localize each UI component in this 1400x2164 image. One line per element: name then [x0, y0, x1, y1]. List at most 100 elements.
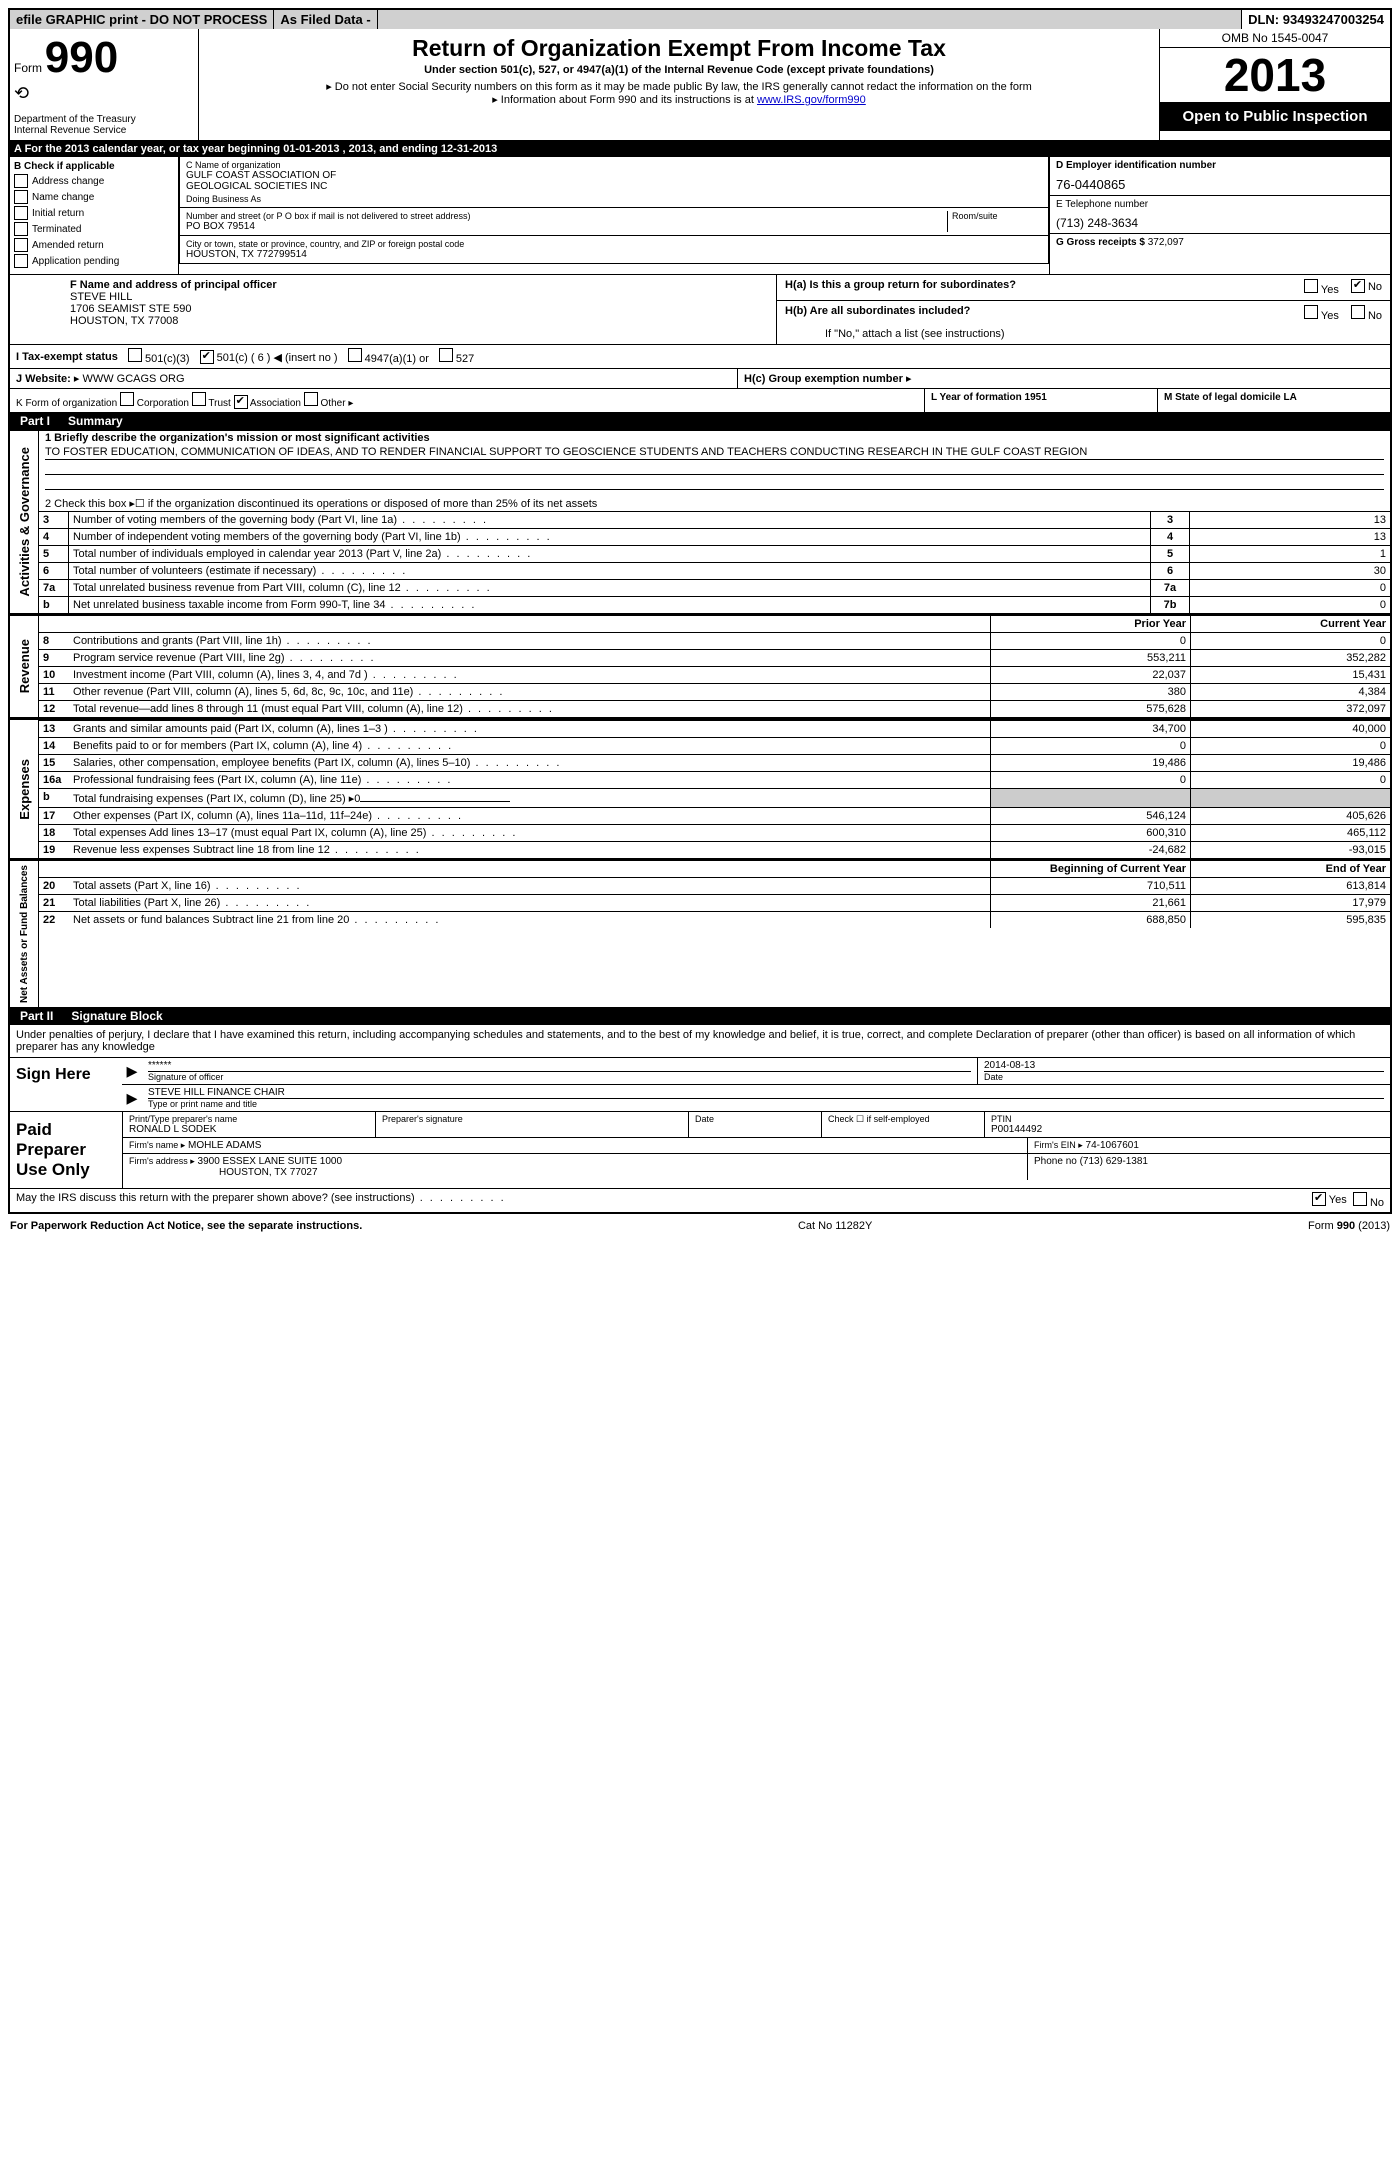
dept1: Department of the Treasury — [14, 114, 194, 125]
I-label: I Tax-exempt status — [16, 351, 118, 363]
header: Form 990 ⟲ Department of the Treasury In… — [10, 29, 1390, 141]
M-label: M State of legal domicile LA — [1164, 392, 1297, 403]
K-corp[interactable] — [120, 392, 134, 406]
sig-name: STEVE HILL FINANCE CHAIR — [148, 1087, 1384, 1098]
hdr-begin: Beginning of Current Year — [990, 861, 1190, 877]
K-other[interactable] — [304, 392, 318, 406]
I-4947[interactable]: 4947(a)(1) or — [348, 348, 429, 365]
chk-app-pending[interactable]: Application pending — [14, 254, 174, 268]
line-num: 13 — [39, 720, 69, 737]
line-text: Total fundraising expenses (Part IX, col… — [69, 788, 990, 807]
F-label: F Name and address of principal officer — [70, 279, 770, 291]
line-code: 5 — [1150, 545, 1190, 562]
current-value: 4,384 — [1190, 683, 1390, 700]
chk-amended[interactable]: Amended return — [14, 238, 174, 252]
sig-stars: ****** — [148, 1060, 971, 1071]
netassets-header: Beginning of Current Year End of Year — [39, 861, 1390, 877]
dln-box: DLN: 93493247003254 — [1242, 10, 1390, 29]
paid-preparer-block: Paid Preparer Use Only Print/Type prepar… — [10, 1111, 1390, 1188]
chk-name-change[interactable]: Name change — [14, 190, 174, 204]
l2-text: 2 Check this box ▸☐ if the organization … — [45, 497, 1384, 510]
pname-label: Print/Type preparer's name — [129, 1114, 369, 1124]
faddr-label: Firm's address ▸ — [129, 1156, 195, 1166]
discuss-no[interactable]: No — [1353, 1192, 1384, 1209]
expenses-block: Expenses 13Grants and similar amounts pa… — [10, 717, 1390, 858]
officer-addr1: 1706 SEAMIST STE 590 — [70, 303, 770, 315]
subtitle1: Under section 501(c), 527, or 4947(a)(1)… — [207, 64, 1151, 76]
prior-value: 34,700 — [990, 720, 1190, 737]
chk-terminated[interactable]: Terminated — [14, 222, 174, 236]
line-num: 21 — [39, 894, 69, 911]
header-mid: Return of Organization Exempt From Incom… — [199, 29, 1159, 140]
K-assoc[interactable] — [234, 395, 248, 409]
I-501c[interactable]: 501(c) ( 6 ) ◀ (insert no ) — [200, 350, 338, 364]
asfiled-label: As Filed Data - — [274, 10, 377, 29]
line-text: Benefits paid to or for members (Part IX… — [69, 737, 990, 754]
current-value: 352,282 — [1190, 649, 1390, 666]
org-address: PO BOX 79514 — [186, 221, 947, 232]
preparer-name: RONALD L SODEK — [129, 1124, 369, 1135]
line-text: Salaries, other compensation, employee b… — [69, 754, 990, 771]
irs-link[interactable]: www.IRS.gov/form990 — [757, 94, 866, 106]
prior-value: 688,850 — [990, 911, 1190, 928]
sig-type-label: Type or print name and title — [148, 1098, 1384, 1109]
officer-addr2: HOUSTON, TX 77008 — [70, 315, 770, 327]
section-FH: F Name and address of principal officer … — [10, 274, 1390, 344]
gross-receipts: 372,097 — [1148, 237, 1184, 248]
Hb-yes[interactable]: Yes — [1304, 305, 1339, 322]
line-num: 6 — [39, 562, 69, 579]
line-value: 13 — [1190, 511, 1390, 528]
line-text: Number of voting members of the governin… — [69, 511, 1150, 528]
D-label: D Employer identification number — [1056, 160, 1384, 171]
officer-name: STEVE HILL — [70, 291, 770, 303]
line-text: Contributions and grants (Part VIII, lin… — [69, 632, 990, 649]
top-bar: efile GRAPHIC print - DO NOT PROCESS As … — [10, 10, 1390, 29]
current-value: 17,979 — [1190, 894, 1390, 911]
Ha-yes[interactable]: Yes — [1304, 279, 1339, 296]
sig-date: 2014-08-13 — [984, 1060, 1384, 1071]
part1-title: Summary — [60, 412, 1390, 430]
line-num: 5 — [39, 545, 69, 562]
prior-value: 0 — [990, 632, 1190, 649]
section-bcdeg: B Check if applicable Address change Nam… — [10, 157, 1390, 274]
chk-initial-return[interactable]: Initial return — [14, 206, 174, 220]
Hb-note: If "No," attach a list (see instructions… — [777, 326, 1390, 344]
form-number: 990 — [45, 33, 118, 82]
Hb-no[interactable]: No — [1351, 305, 1382, 322]
prior-value: 19,486 — [990, 754, 1190, 771]
line-text: Total unrelated business revenue from Pa… — [69, 579, 1150, 596]
section-C: C Name of organization GULF COAST ASSOCI… — [179, 157, 1049, 274]
paid-label: Paid Preparer Use Only — [10, 1112, 122, 1188]
Ha-no[interactable]: No — [1351, 279, 1382, 293]
prior-value: 553,211 — [990, 649, 1190, 666]
form-word: Form — [14, 61, 42, 75]
Hc-label: H(c) Group exemption number — [744, 373, 903, 385]
line-text: Other expenses (Part IX, column (A), lin… — [69, 807, 990, 824]
line-code: 7b — [1150, 596, 1190, 613]
hdr-end: End of Year — [1190, 861, 1390, 877]
sign-here-label: Sign Here — [10, 1058, 122, 1111]
discuss-yes[interactable]: Yes — [1312, 1192, 1347, 1209]
I-501c3[interactable]: 501(c)(3) — [128, 348, 190, 365]
summary-grid: 3Number of voting members of the governi… — [39, 511, 1390, 613]
prior-value: 575,628 — [990, 700, 1190, 717]
strip-expenses: Expenses — [15, 755, 34, 824]
chk-address-change[interactable]: Address change — [14, 174, 174, 188]
line-JHc: J Website: ▸ WWW GCAGS ORG H(c) Group ex… — [10, 368, 1390, 388]
form-title: Return of Organization Exempt From Incom… — [207, 35, 1151, 62]
line-value: 13 — [1190, 528, 1390, 545]
line-text: Revenue less expenses Subtract line 18 f… — [69, 841, 990, 858]
footer-right: Form 990 (2013) — [1308, 1220, 1390, 1232]
I-527[interactable]: 527 — [439, 348, 474, 365]
org-name-2: GEOLOGICAL SOCIETIES INC — [186, 181, 1042, 192]
current-value: 613,814 — [1190, 877, 1390, 894]
section-B: B Check if applicable Address change Nam… — [10, 157, 179, 274]
line-text: Total assets (Part X, line 16) — [69, 877, 990, 894]
section-H: H(a) Is this a group return for subordin… — [776, 275, 1390, 344]
efile-label: efile GRAPHIC print - DO NOT PROCESS — [10, 10, 274, 29]
line-text: Net assets or fund balances Subtract lin… — [69, 911, 990, 928]
K-trust[interactable] — [192, 392, 206, 406]
line-num: b — [39, 596, 69, 613]
prior-value: 21,661 — [990, 894, 1190, 911]
phone-value: (713) 248-3634 — [1056, 216, 1384, 230]
